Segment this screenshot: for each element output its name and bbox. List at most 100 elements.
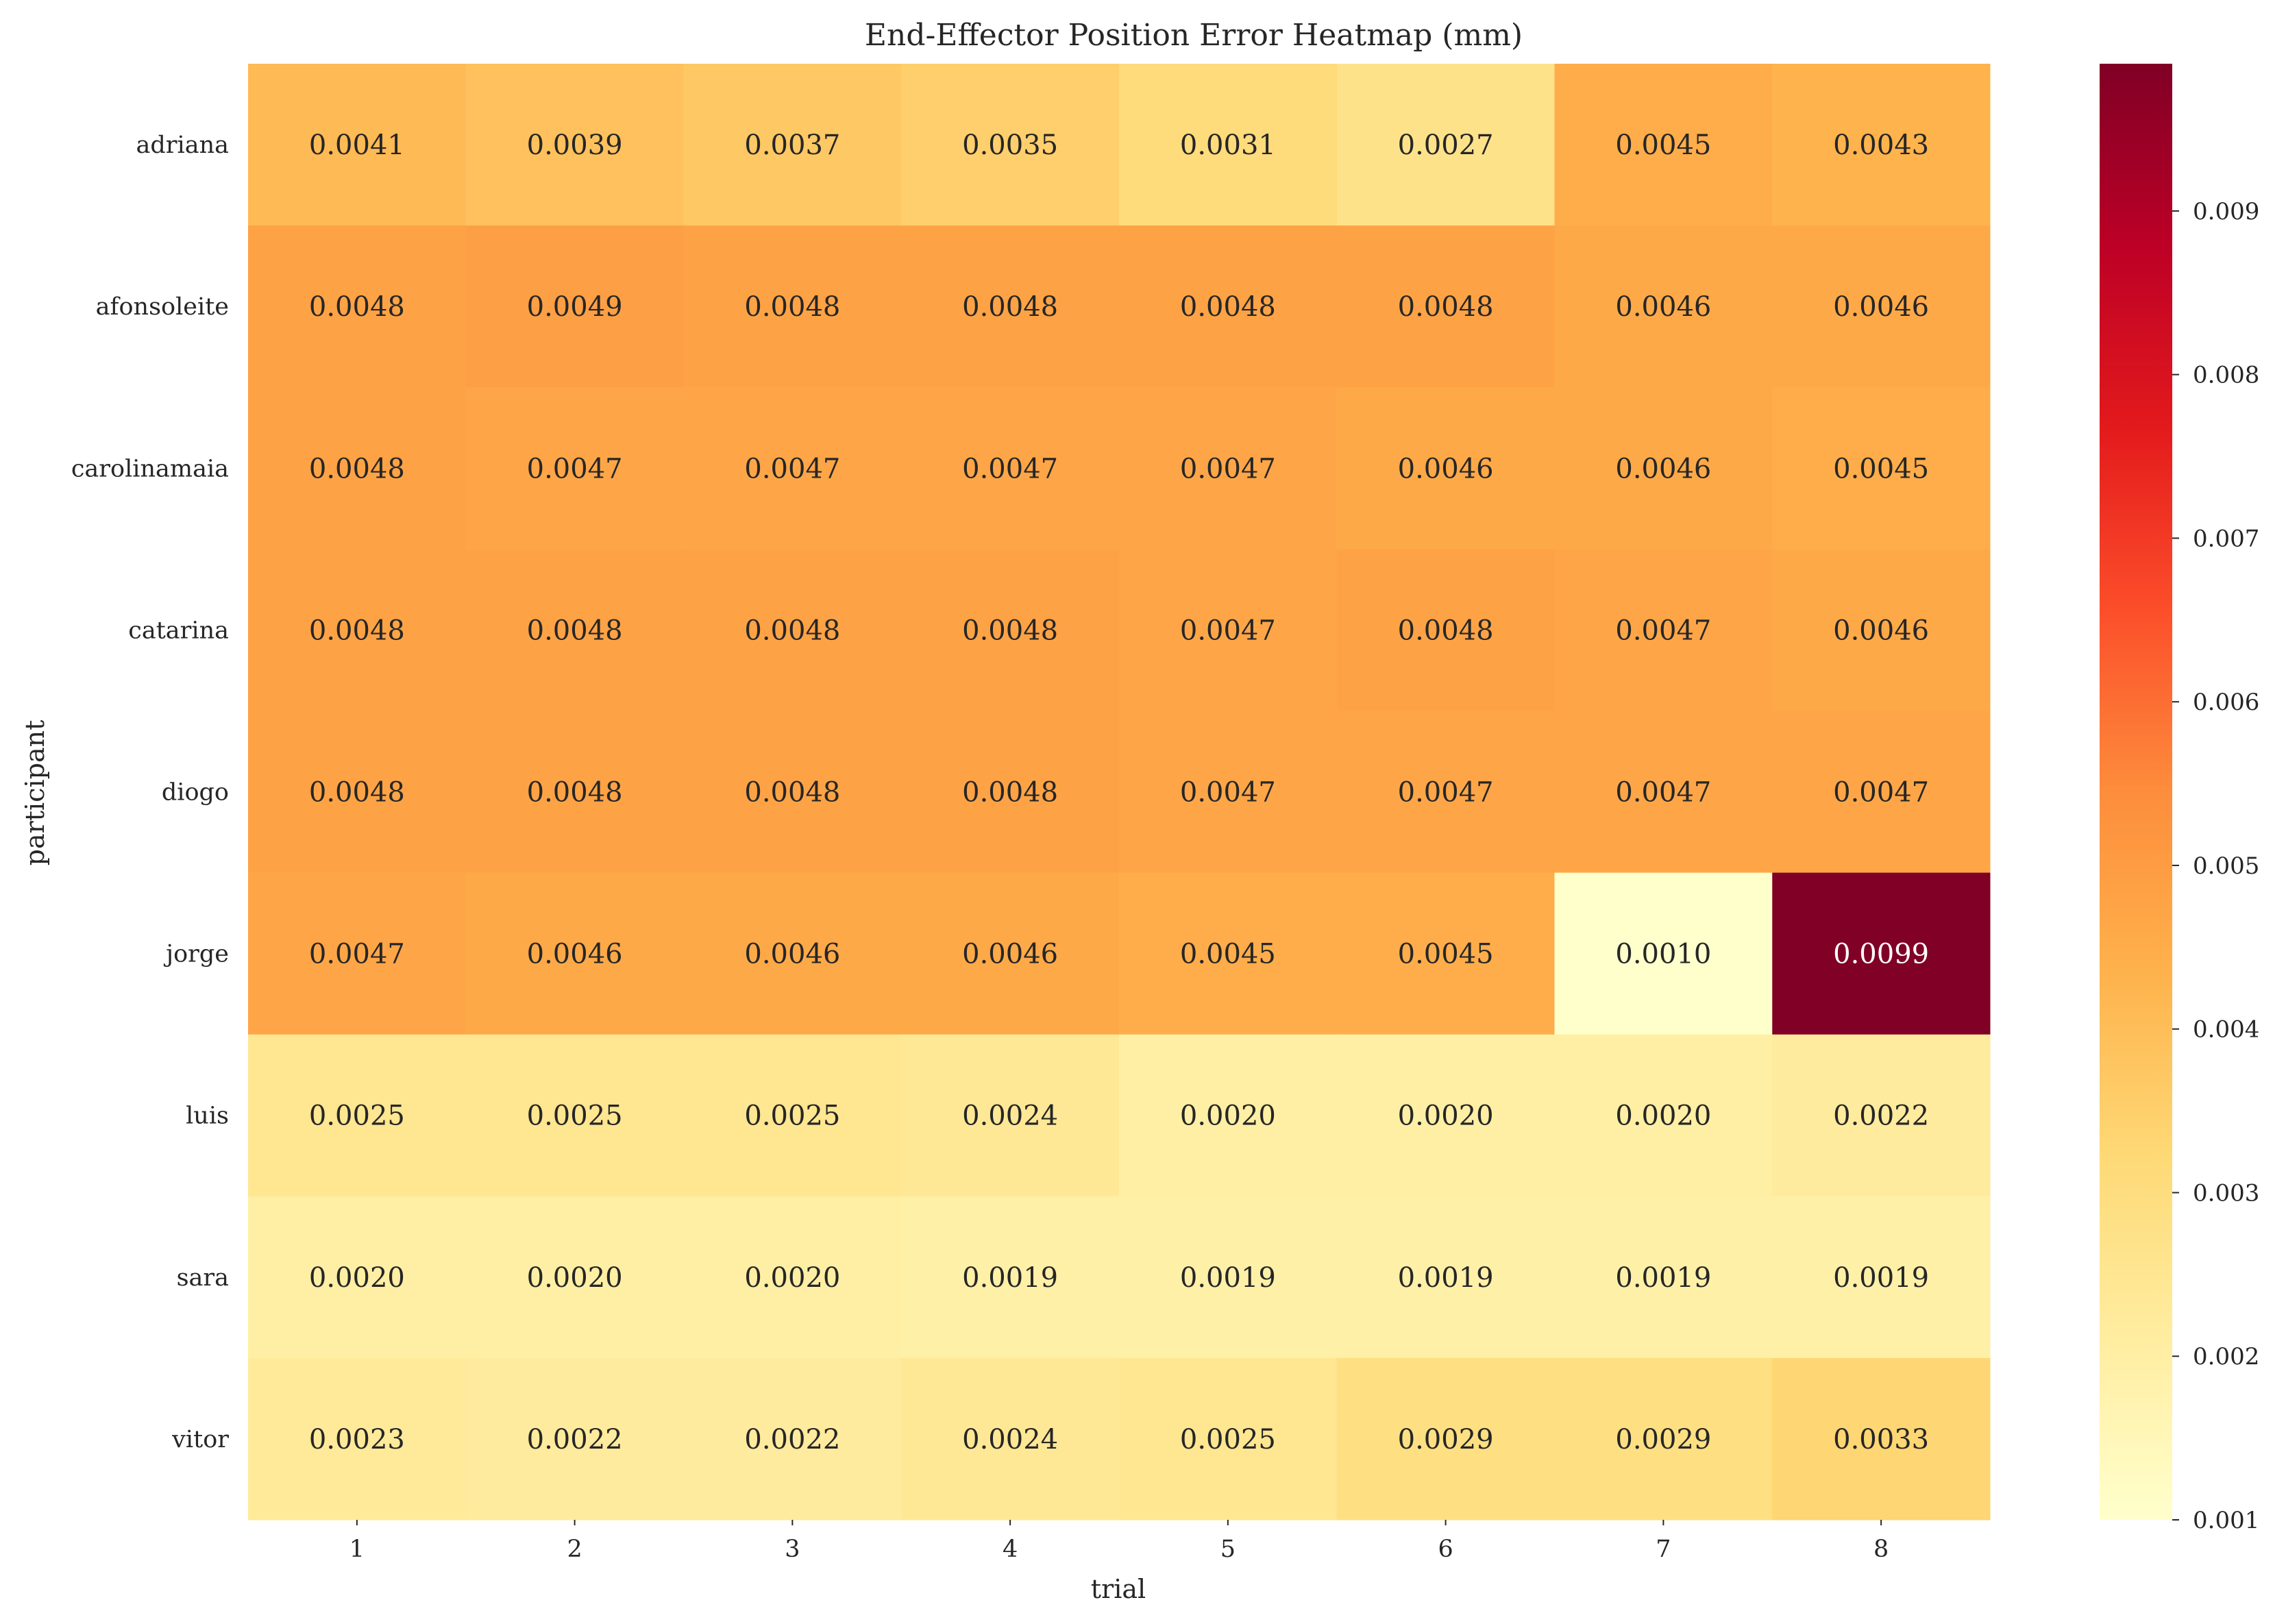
heatmap-cell — [901, 872, 1120, 1035]
heatmap-cell — [901, 711, 1120, 874]
cell-value-label: 0.0048 — [962, 291, 1058, 323]
heatmap-cell — [248, 872, 467, 1035]
heatmap-cell — [683, 549, 902, 711]
cell-value-label: 0.0010 — [1615, 939, 1711, 970]
colorbar-tick-label: 0.007 — [2193, 525, 2259, 552]
cell-value-label: 0.0046 — [744, 939, 840, 970]
cell-value-label: 0.0048 — [527, 615, 623, 646]
heatmap-cell — [1336, 1196, 1555, 1359]
heatmap-cell — [1119, 872, 1338, 1035]
cell-value-label: 0.0048 — [309, 453, 405, 484]
cell-value-label: 0.0047 — [309, 939, 405, 970]
y-axis-label: participant — [20, 720, 50, 866]
heatmap-cell — [1772, 1034, 1991, 1197]
cell-value-label: 0.0020 — [1615, 1100, 1711, 1132]
y-tick-labels: adriana afonsoleite carolinamaia catarina di… — [71, 132, 229, 1453]
cell-value-label: 0.0025 — [527, 1100, 623, 1132]
cell-value-label: 0.0019 — [1833, 1262, 1929, 1294]
cell-value-label: 0.0020 — [1398, 1100, 1494, 1132]
cell-value-label: 0.0045 — [1180, 939, 1276, 970]
cell-value-label: 0.0024 — [962, 1100, 1058, 1132]
heatmap-cell — [1119, 549, 1338, 711]
heatmap-cell — [465, 64, 684, 226]
cell-value-label: 0.0047 — [527, 453, 623, 484]
x-tick-label: 2 — [567, 1536, 582, 1563]
heatmap-cell — [683, 872, 902, 1035]
colorbar-tick-label: 0.002 — [2193, 1343, 2259, 1370]
heatmap-cell — [465, 1357, 684, 1521]
cell-value-label: 0.0020 — [744, 1262, 840, 1294]
heatmap-cell — [465, 872, 684, 1035]
cell-value-label: 0.0046 — [1833, 615, 1929, 646]
heatmap-cell — [1119, 1196, 1338, 1359]
cell-value-label: 0.0020 — [527, 1262, 623, 1294]
cell-value-label: 0.0048 — [962, 615, 1058, 646]
heatmap-cell — [1554, 872, 1773, 1035]
heatmap-cell — [1772, 872, 1991, 1035]
y-tick-label: sara — [177, 1264, 229, 1292]
heatmap-cell — [465, 1196, 684, 1359]
y-tick-label: carolinamaia — [71, 455, 229, 482]
x-axis-label: trial — [1091, 1574, 1146, 1604]
cell-value-label: 0.0048 — [744, 615, 840, 646]
cell-value-label: 0.0029 — [1398, 1424, 1494, 1455]
heatmap-cell — [1772, 1196, 1991, 1359]
x-tick-labels: 1 2 3 4 5 6 7 8 — [349, 1520, 1889, 1563]
cell-value-label: 0.0020 — [1180, 1100, 1276, 1132]
y-tick-label: afonsoleite — [96, 293, 229, 321]
cell-value-label: 0.0047 — [744, 453, 840, 484]
heatmap-cell — [683, 225, 902, 388]
cell-value-label: 0.0020 — [309, 1262, 405, 1294]
cell-value-label: 0.0024 — [962, 1424, 1058, 1455]
heatmap-cell — [1772, 549, 1991, 711]
cell-value-label: 0.0025 — [1180, 1424, 1276, 1455]
heatmap-cell — [1554, 64, 1773, 226]
cell-value-label: 0.0047 — [1615, 777, 1711, 809]
cell-value-label: 0.0019 — [1398, 1262, 1494, 1294]
heatmap-cell — [683, 1034, 902, 1197]
heatmap-cell — [1554, 549, 1773, 711]
heatmap-cell — [901, 387, 1120, 550]
heatmap-cell — [1772, 225, 1991, 388]
colorbar-tick-label: 0.001 — [2193, 1507, 2259, 1534]
heatmap-cell — [683, 1357, 902, 1521]
cell-value-label: 0.0047 — [1180, 777, 1276, 809]
heatmap-cell — [248, 711, 467, 874]
colorbar-ticks: 0.001 0.002 0.003 0.004 0.005 0.006 0.007 0.008… — [2172, 198, 2259, 1534]
heatmap-cell — [901, 225, 1120, 388]
y-tick-label: diogo — [162, 779, 229, 807]
y-tick-label: vitor — [171, 1426, 229, 1453]
cell-value-label: 0.0022 — [1833, 1100, 1929, 1132]
colorbar — [2100, 64, 2172, 1520]
heatmap-cell — [683, 711, 902, 874]
heatmap-cell — [1336, 872, 1555, 1035]
heatmap-cell — [1119, 1357, 1338, 1521]
heatmap-cell — [248, 387, 467, 550]
colorbar-tick-label: 0.003 — [2193, 1179, 2259, 1207]
cell-value-label: 0.0019 — [1180, 1262, 1276, 1294]
cell-value-label: 0.0047 — [1615, 615, 1711, 646]
cell-value-label: 0.0047 — [962, 453, 1058, 484]
heatmap-cell — [1772, 1357, 1991, 1521]
cell-value-label: 0.0019 — [1615, 1262, 1711, 1294]
cell-value-label: 0.0048 — [744, 291, 840, 323]
cell-value-label: 0.0022 — [527, 1424, 623, 1455]
heatmap-cell — [1772, 387, 1991, 550]
heatmap-cell — [465, 225, 684, 388]
cell-value-label: 0.0046 — [1833, 291, 1929, 323]
heatmap-cell — [248, 1196, 467, 1359]
y-tick-label: catarina — [128, 617, 229, 644]
x-tick-label: 8 — [1873, 1536, 1889, 1563]
cell-value-label: 0.0047 — [1398, 777, 1494, 809]
cell-value-label: 0.0048 — [309, 777, 405, 809]
heatmap-cell — [1336, 711, 1555, 874]
heatmap-cell — [901, 1196, 1120, 1359]
heatmap-cell — [248, 549, 467, 711]
heatmap-cell — [683, 387, 902, 550]
cell-value-label: 0.0031 — [1180, 130, 1276, 161]
heatmap-cell — [465, 711, 684, 874]
heatmap-cells: 0.0041 0.0039 0.0037 0.0035 0.0031 0.0027 0.00… — [248, 64, 1991, 1521]
colorbar-tick-label: 0.008 — [2193, 362, 2259, 389]
cell-value-label: 0.0046 — [1398, 453, 1494, 484]
cell-value-label: 0.0019 — [962, 1262, 1058, 1294]
